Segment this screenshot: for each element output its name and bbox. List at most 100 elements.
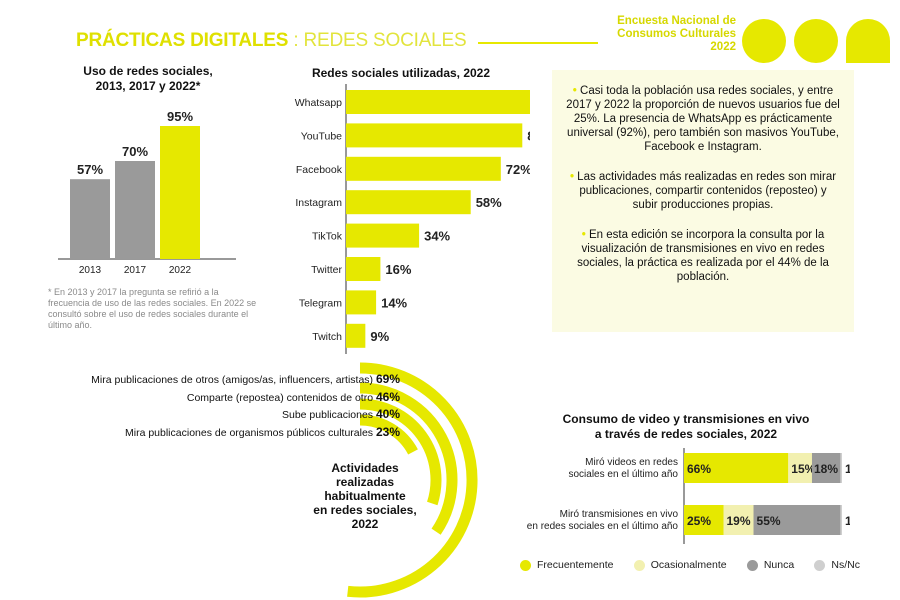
legend-swatch xyxy=(633,559,645,571)
legend-swatch xyxy=(746,559,758,571)
activities-value: 40% xyxy=(375,407,400,421)
activities-row: Mira publicaciones de otros (amigos/as, … xyxy=(30,372,400,386)
video-bar-value: 18% xyxy=(814,462,838,476)
years-tick-label: 2017 xyxy=(124,265,147,276)
info-paragraph-3: • En esta edición se incorpora la consul… xyxy=(566,228,840,284)
years-bar-value: 70% xyxy=(122,144,148,159)
networks-category-label: Twitch xyxy=(312,331,342,343)
years-tick-label: 2022 xyxy=(169,265,192,276)
activities-chart-title: Actividades realizadas habitualmente en … xyxy=(313,461,417,531)
video-bar-value: 1% xyxy=(845,462,850,476)
legend-swatch xyxy=(520,559,531,571)
video-bar-segment xyxy=(753,505,841,535)
networks-bar xyxy=(346,223,420,248)
years-footnote: * En 2013 y 2017 la pregunta se refirió … xyxy=(48,287,257,330)
title-part-1: PRÁCTICAS DIGITALES xyxy=(76,30,289,51)
info-text-2: Las actividades más realizadas en redes … xyxy=(577,171,837,211)
survey-title: Encuesta Nacional de Consumos Culturales… xyxy=(617,15,736,53)
legend-swatch xyxy=(814,559,826,571)
activities-value: 46% xyxy=(375,390,400,404)
info-text-3: En esta edición se incorpora la consulta… xyxy=(577,229,829,283)
networks-category-label: Instagram xyxy=(295,197,342,209)
years-bar xyxy=(160,126,200,259)
activities-row: Comparte (repostea) contenidos de otro 4… xyxy=(30,390,400,404)
video-bar-segment xyxy=(840,453,842,483)
activities-category-label: Comparte (repostea) contenidos de otro xyxy=(186,392,376,404)
video-bar-value: 66% xyxy=(687,462,711,476)
networks-bar xyxy=(346,257,381,281)
activities-value: 23% xyxy=(375,425,400,439)
networks-category-label: Facebook xyxy=(296,164,343,176)
networks-bar-value: 82% xyxy=(527,128,530,143)
info-paragraph-1: • Casi toda la población usa redes socia… xyxy=(566,84,840,154)
networks-category-label: Whatsapp xyxy=(295,97,342,109)
video-bar-value: 15% xyxy=(791,462,815,476)
networks-bar-value: 72% xyxy=(506,162,530,177)
activities-category-label: Sube publicaciones xyxy=(281,409,376,421)
video-bar-value: 19% xyxy=(727,514,751,528)
legend-item: Nunca xyxy=(746,559,795,571)
video-legend: Frecuentemente Ocasionalmente Nunca Ns/Nc xyxy=(520,559,860,571)
networks-bar-chart: Whatsapp92%YouTube82%Facebook72%Instagra… xyxy=(295,84,530,354)
years-chart-title: Uso de redes sociales, 2013, 2017 y 2022… xyxy=(83,64,213,93)
legend-item: Ocasionalmente xyxy=(633,559,727,571)
bullet-icon: • xyxy=(581,229,586,241)
video-bar-value: 1% xyxy=(845,514,850,528)
legend-item: Frecuentemente xyxy=(520,559,613,571)
years-bar-value: 57% xyxy=(77,162,103,177)
activities-category-label: Mira publicaciones de organismos público… xyxy=(125,427,376,439)
activities-arc xyxy=(359,382,458,535)
activities-row: Sube publicaciones 40% xyxy=(30,407,400,421)
activities-row: Mira publicaciones de organismos público… xyxy=(30,425,400,439)
legend-label: Ns/Nc xyxy=(831,559,860,571)
video-bar-segment xyxy=(684,453,789,483)
networks-bar-value: 16% xyxy=(385,262,411,277)
video-bar-segment xyxy=(788,453,812,483)
info-text-1: Casi toda la población usa redes sociale… xyxy=(566,85,840,153)
title-part-2: : REDES SOCIALES xyxy=(293,30,467,51)
video-bar-segment xyxy=(811,453,841,483)
legend-label: Nunca xyxy=(763,559,795,571)
years-bar-chart: 57% 2013 70% 2017 95% 2022 xyxy=(58,109,236,276)
info-paragraph-2: • Las actividades más realizadas en rede… xyxy=(566,170,840,212)
years-bar xyxy=(115,161,155,259)
networks-category-label: Twitter xyxy=(311,264,342,276)
video-category-label: Miró videos en redes sociales en el últim… xyxy=(568,457,678,480)
page-title: PRÁCTICAS DIGITALES : REDES SOCIALES xyxy=(76,30,467,52)
video-bar-segment xyxy=(840,505,842,535)
legend-label: Frecuentemente xyxy=(537,559,614,571)
years-tick-label: 2013 xyxy=(79,265,102,276)
networks-category-label: Telegram xyxy=(299,297,342,309)
video-bar-segment xyxy=(723,505,754,535)
legend-label: Ocasionalmente xyxy=(650,559,727,571)
activities-arc xyxy=(347,362,478,598)
video-category-label: Miró transmisiones en vivo en redes socia… xyxy=(527,509,679,532)
networks-bar xyxy=(346,90,530,114)
header-divider xyxy=(478,42,598,44)
networks-bar xyxy=(346,323,366,348)
networks-bar-value: 34% xyxy=(424,229,450,244)
networks-bar xyxy=(346,123,523,148)
activities-arc xyxy=(359,398,442,506)
activities-value: 69% xyxy=(375,372,400,386)
networks-category-label: TikTok xyxy=(312,231,343,243)
networks-chart-title: Redes sociales utilizadas, 2022 xyxy=(311,66,491,80)
video-stacked-chart: Miró videos en redes sociales en el últim… xyxy=(527,448,850,544)
survey-logo xyxy=(742,19,890,63)
info-panel: • Casi toda la población usa redes socia… xyxy=(552,70,854,332)
networks-bar-value: 58% xyxy=(476,195,502,210)
activities-radial-chart xyxy=(347,362,478,598)
video-bar-value: 25% xyxy=(687,514,711,528)
years-bar xyxy=(70,179,110,259)
activities-category-label: Mira publicaciones de otros (amigos/as, … xyxy=(91,374,376,386)
years-bar-value: 95% xyxy=(167,109,193,124)
networks-bar-value: 9% xyxy=(370,329,389,344)
video-bar-segment xyxy=(684,505,724,535)
activities-arc xyxy=(359,414,418,455)
bullet-icon: • xyxy=(572,85,577,97)
video-chart-title: Consumo de video y transmisiones en vivo… xyxy=(562,412,810,441)
networks-category-label: YouTube xyxy=(301,130,342,142)
bullet-icon: • xyxy=(569,171,574,183)
networks-bar xyxy=(346,290,377,315)
networks-bar xyxy=(346,190,471,215)
